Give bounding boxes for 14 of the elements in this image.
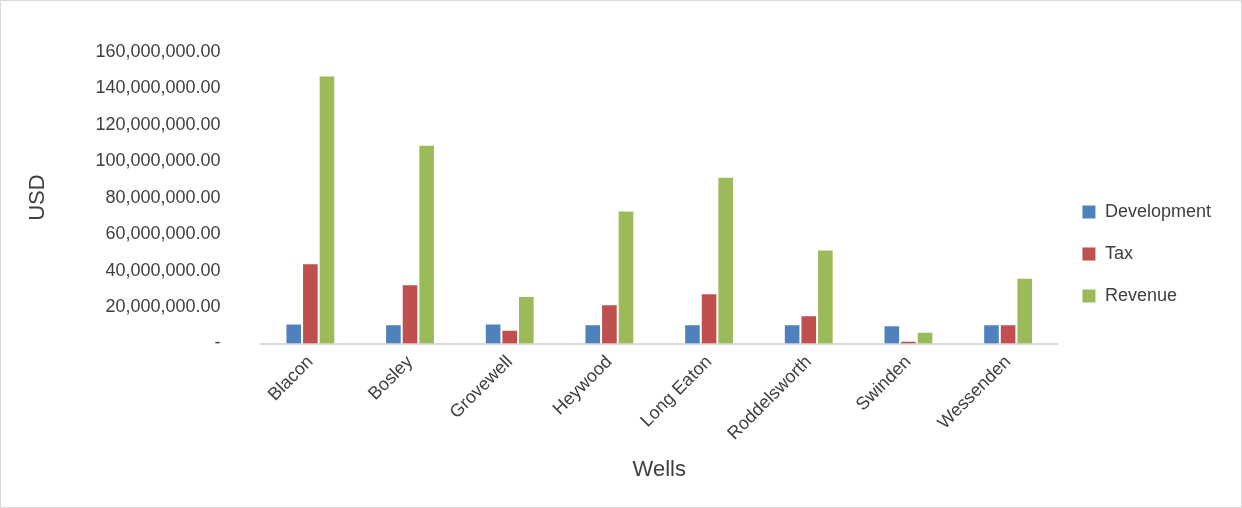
x-axis-title: Wells [632, 455, 686, 481]
y-tick-label: 80,000,000.00 [105, 186, 221, 207]
y-tick-label: 160,000,000.00 [95, 40, 221, 61]
legend-label: Development [1104, 200, 1211, 221]
y-tick-label: 100,000,000.00 [95, 150, 221, 171]
y-tick-label: 20,000,000.00 [105, 296, 221, 317]
y-tick-label: 120,000,000.00 [95, 113, 221, 134]
legend-label: Revenue [1104, 284, 1177, 305]
y-axis-title: USD [24, 174, 50, 221]
y-tick-label: 60,000,000.00 [105, 223, 221, 244]
y-tick-label: 40,000,000.00 [105, 259, 221, 280]
legend-label: Tax [1104, 242, 1133, 263]
y-tick-label: 140,000,000.00 [95, 77, 221, 98]
y-tick-label: - [214, 332, 221, 353]
